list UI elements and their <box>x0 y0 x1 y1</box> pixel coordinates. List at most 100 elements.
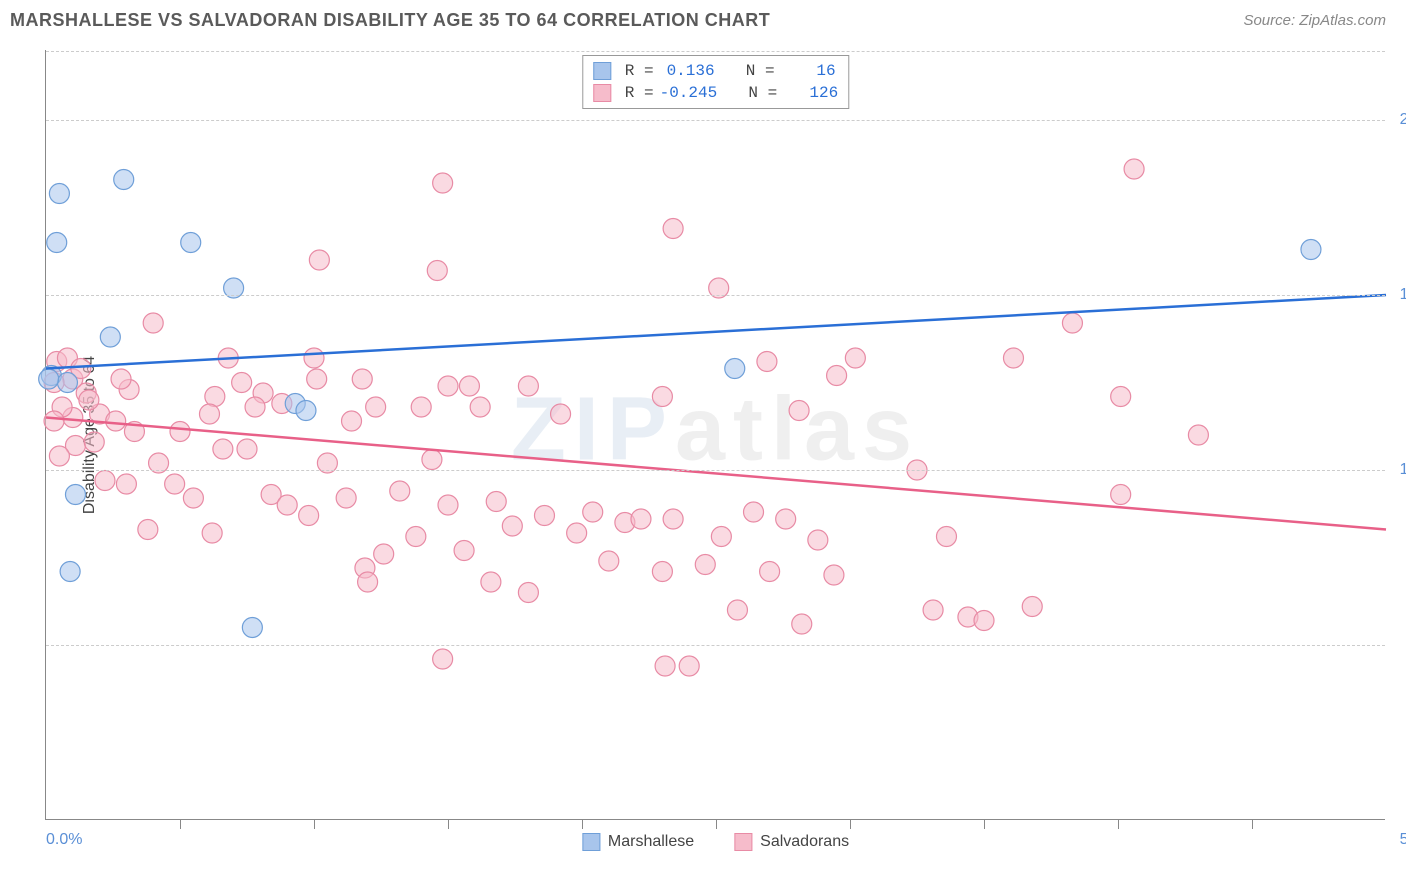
data-point <box>583 502 603 522</box>
data-point <box>39 369 59 389</box>
data-point <box>181 233 201 253</box>
data-point <box>277 495 297 515</box>
data-point <box>599 551 619 571</box>
x-min-label: 0.0% <box>46 831 82 849</box>
data-point <box>518 583 538 603</box>
data-point <box>652 387 672 407</box>
data-point <box>433 649 453 669</box>
data-point <box>57 373 77 393</box>
data-point <box>299 506 319 526</box>
data-point <box>411 397 431 417</box>
data-point <box>824 565 844 585</box>
data-point <box>170 422 190 442</box>
legend-label: Marshallese <box>608 833 694 850</box>
data-point <box>202 523 222 543</box>
data-point <box>725 359 745 379</box>
data-point <box>336 488 356 508</box>
data-point <box>374 544 394 564</box>
data-point <box>309 250 329 270</box>
data-point <box>1022 597 1042 617</box>
data-point <box>760 562 780 582</box>
data-point <box>60 562 80 582</box>
stats-legend: R =0.136 N =16R =-0.245 N =126 <box>582 55 849 109</box>
data-point <box>757 352 777 372</box>
data-point <box>114 170 134 190</box>
legend-item: Salvadorans <box>734 833 849 851</box>
x-tick <box>180 819 181 829</box>
data-point <box>213 439 233 459</box>
data-point <box>84 432 104 452</box>
data-point <box>1062 313 1082 333</box>
data-point <box>663 509 683 529</box>
data-point <box>655 656 675 676</box>
data-point <box>502 516 522 536</box>
gridline <box>46 295 1385 296</box>
data-point <box>652 562 672 582</box>
legend-swatch <box>593 62 611 80</box>
data-point <box>1301 240 1321 260</box>
data-point <box>390 481 410 501</box>
data-point <box>695 555 715 575</box>
data-point <box>352 369 372 389</box>
data-point <box>727 600 747 620</box>
footer-legend: Marshallese Salvadorans <box>582 833 849 851</box>
data-point <box>47 233 67 253</box>
x-tick <box>1118 819 1119 829</box>
data-point <box>245 397 265 417</box>
data-point <box>165 474 185 494</box>
data-point <box>936 527 956 547</box>
data-point <box>237 439 257 459</box>
data-point <box>534 506 554 526</box>
y-tick-label: 10.0% <box>1400 461 1406 479</box>
data-point <box>358 572 378 592</box>
data-point <box>438 495 458 515</box>
data-point <box>470 397 490 417</box>
data-point <box>199 404 219 424</box>
x-max-label: 50.0% <box>1400 831 1406 849</box>
y-tick-label: 20.0% <box>1400 111 1406 129</box>
data-point <box>923 600 943 620</box>
data-point <box>808 530 828 550</box>
data-point <box>111 369 131 389</box>
n-label: N = <box>746 62 775 80</box>
data-point <box>433 173 453 193</box>
data-point <box>518 376 538 396</box>
x-tick <box>1252 819 1253 829</box>
data-point <box>44 411 64 431</box>
data-point <box>49 184 69 204</box>
data-point <box>789 401 809 421</box>
data-point <box>406 527 426 547</box>
data-point <box>1124 159 1144 179</box>
data-point <box>65 485 85 505</box>
gridline <box>46 470 1385 471</box>
y-tick-label: 15.0% <box>1400 286 1406 304</box>
data-point <box>711 527 731 547</box>
data-point <box>183 488 203 508</box>
data-point <box>304 348 324 368</box>
source-label: Source: ZipAtlas.com <box>1243 12 1386 29</box>
data-point <box>845 348 865 368</box>
trend-line <box>46 418 1386 530</box>
data-point <box>296 401 316 421</box>
n-label: N = <box>748 84 777 102</box>
r-label: R = <box>625 62 654 80</box>
gridline <box>46 51 1385 52</box>
data-point <box>138 520 158 540</box>
legend-swatch <box>582 833 600 851</box>
x-tick <box>448 819 449 829</box>
data-point <box>232 373 252 393</box>
data-point <box>106 411 126 431</box>
legend-item: Marshallese <box>582 833 694 851</box>
data-point <box>792 614 812 634</box>
data-point <box>342 411 362 431</box>
data-point <box>1003 348 1023 368</box>
chart-title: MARSHALLESE VS SALVADORAN DISABILITY AGE… <box>10 10 770 31</box>
data-point <box>427 261 447 281</box>
data-point <box>307 369 327 389</box>
chart-container: Disability Age 35 to 64 ZIPatlas R =0.13… <box>45 50 1385 820</box>
data-point <box>100 327 120 347</box>
data-point <box>481 572 501 592</box>
data-point <box>1188 425 1208 445</box>
data-point <box>454 541 474 561</box>
data-point <box>631 509 651 529</box>
